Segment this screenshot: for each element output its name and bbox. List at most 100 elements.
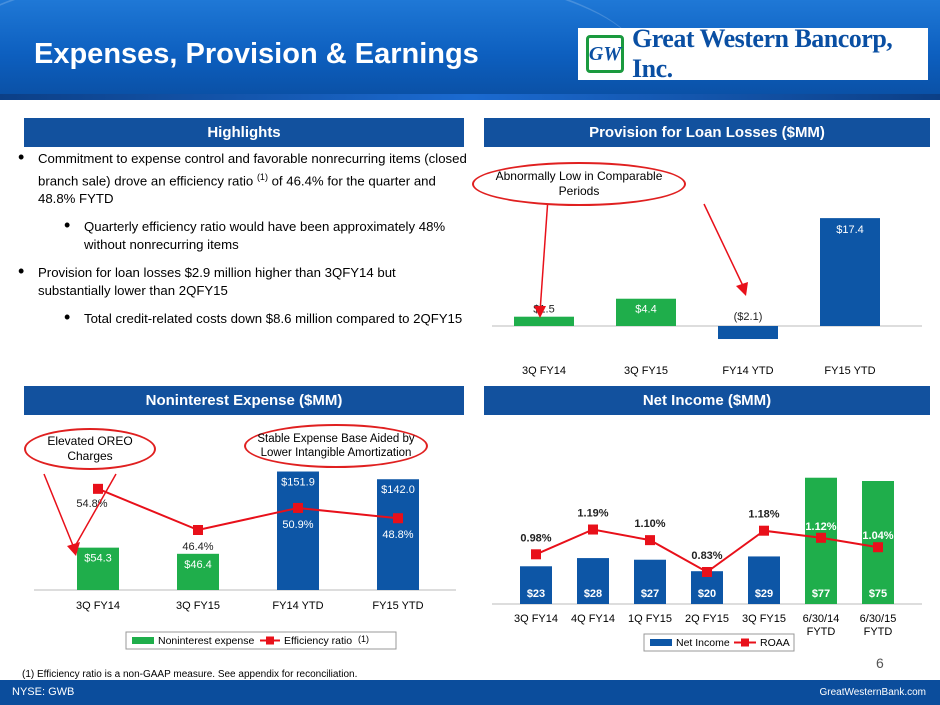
netinc-tick-label: 2Q FY15 bbox=[685, 613, 729, 625]
efficiency-value-label: 50.9% bbox=[282, 519, 313, 531]
efficiency-line bbox=[97, 487, 399, 532]
roaa-value-label: 0.83% bbox=[691, 550, 722, 562]
nonint-tick-label: FY15 YTD bbox=[372, 600, 423, 612]
nonint-bar bbox=[77, 547, 119, 590]
netinc-tick-label: 3Q FY14 bbox=[514, 613, 558, 625]
arrow-line bbox=[539, 197, 549, 313]
roaa-marker bbox=[531, 549, 541, 560]
roaa-marker bbox=[759, 525, 769, 536]
netinc-tick-label: 3Q FY15 bbox=[742, 613, 786, 625]
nonint-bar bbox=[177, 553, 219, 590]
logo-mark-icon: GW bbox=[586, 35, 624, 73]
arrow-line bbox=[73, 473, 117, 549]
legend-swatch-noninterest bbox=[132, 637, 154, 644]
nonint-tick-label: FY14 YTD bbox=[272, 600, 323, 612]
nonint-bar bbox=[277, 471, 319, 590]
arrow-head-icon bbox=[736, 282, 748, 296]
footnote: (1) Efficiency ratio is a non-GAAP measu… bbox=[22, 669, 358, 680]
page-title: Expenses, Provision & Earnings bbox=[34, 38, 479, 70]
legend-swatch-net-income bbox=[650, 639, 672, 646]
netinc-value-label: $27 bbox=[641, 588, 659, 600]
netinc-tick-label: 4Q FY14 bbox=[571, 613, 615, 625]
bullet-efficiency: Commitment to expense control and favora… bbox=[18, 148, 468, 208]
netinc-value-label: $29 bbox=[755, 588, 773, 600]
netinc-value-label: $20 bbox=[698, 588, 716, 600]
legend-label-roaa: ROAA bbox=[760, 637, 790, 649]
header-banner: Expenses, Provision & Earnings GW Great … bbox=[0, 0, 940, 100]
roaa-marker bbox=[702, 567, 712, 577]
netinc-bar bbox=[748, 556, 780, 604]
netinc-value-label: $75 bbox=[869, 588, 887, 600]
bullet-provision: Provision for loan losses $2.9 million h… bbox=[18, 262, 468, 300]
provision-tick-label: 3Q FY14 bbox=[522, 365, 566, 377]
section-provision: Provision for Loan Losses ($MM) bbox=[484, 118, 930, 147]
netinc-bar bbox=[577, 558, 609, 604]
roaa-value-label: 1.12% bbox=[805, 521, 836, 533]
efficiency-value-label: 46.4% bbox=[182, 541, 213, 553]
noninterest-chart: $54.3 3Q FY14 $46.4 3Q FY15 $151.9 FY14 YTD $1… bbox=[34, 471, 456, 650]
netinc-legend bbox=[643, 633, 795, 652]
logo-text: Great Western Bancorp, Inc. bbox=[632, 24, 893, 83]
section-net-income: Net Income ($MM) bbox=[484, 386, 930, 415]
netinc-bar bbox=[634, 559, 666, 604]
roaa-value-label: 0.98% bbox=[520, 532, 551, 544]
roaa-marker bbox=[816, 532, 826, 543]
section-noninterest: Noninterest Expense ($MM) bbox=[24, 386, 464, 415]
highlights-list: Commitment to expense control and favora… bbox=[18, 148, 468, 338]
efficiency-value-label: 48.8% bbox=[382, 529, 413, 541]
page-number: 6 bbox=[876, 655, 884, 671]
legend-label-net-income: Net Income bbox=[676, 637, 730, 649]
callout-stable-expense: Stable Expense Base Aided by Lower Intan… bbox=[244, 424, 428, 468]
nonint-value-label: $54.3 bbox=[84, 553, 112, 565]
netinc-value-label: $23 bbox=[527, 588, 545, 600]
bullet-efficiency-sub: Quarterly efficiency ratio would have be… bbox=[18, 216, 468, 254]
netinc-tick-label: FYTD bbox=[864, 626, 893, 638]
callout-oreo: Elevated OREO Charges bbox=[24, 428, 156, 470]
roaa-marker bbox=[873, 542, 883, 553]
bullet-credit-costs: Total credit-related costs down $8.6 mil… bbox=[18, 308, 468, 328]
callout-abnormally-low: Abnormally Low in Comparable Periods bbox=[472, 162, 686, 206]
company-logo: GW Great Western Bancorp, Inc. bbox=[578, 24, 928, 83]
provision-bar bbox=[514, 316, 574, 326]
provision-bar bbox=[616, 298, 676, 326]
nonint-value-label: $151.9 bbox=[281, 477, 315, 489]
provision-value-label: $17.4 bbox=[836, 224, 864, 236]
net-income-chart: $23 3Q FY14 $28 4Q FY14 $27 1Q FY15 $20 2Q FY15… bbox=[492, 477, 922, 652]
provision-bar bbox=[718, 326, 778, 340]
roaa-value-label: 1.04% bbox=[862, 530, 893, 542]
legend-marker-efficiency bbox=[266, 636, 274, 645]
nonint-tick-label: 3Q FY14 bbox=[76, 600, 120, 612]
footer-ticker: NYSE: GWB bbox=[12, 686, 75, 698]
netinc-value-label: $28 bbox=[584, 588, 602, 600]
provision-value-label: ($2.1) bbox=[734, 311, 763, 323]
roaa-marker bbox=[588, 524, 598, 535]
nonint-tick-label: 3Q FY15 bbox=[176, 600, 220, 612]
provision-tick-label: 3Q FY15 bbox=[624, 365, 668, 377]
legend-label-noninterest: Noninterest expense bbox=[158, 635, 254, 647]
netinc-value-label: $77 bbox=[812, 588, 830, 600]
arrow-head-icon bbox=[534, 306, 546, 318]
netinc-tick-label: 6/30/15 bbox=[860, 613, 897, 625]
legend-label-efficiency: Efficiency ratio bbox=[284, 635, 352, 647]
nonint-value-label: $46.4 bbox=[184, 559, 212, 571]
legend-marker-roaa bbox=[741, 638, 749, 647]
roaa-value-label: 1.18% bbox=[748, 509, 779, 521]
netinc-tick-label: 6/30/14 bbox=[803, 613, 840, 625]
roaa-marker bbox=[645, 535, 655, 546]
arrow-line bbox=[703, 203, 745, 289]
section-highlights: Highlights bbox=[24, 118, 464, 147]
roaa-value-label: 1.10% bbox=[634, 518, 665, 530]
provision-chart: $1.53Q FY14$4.43Q FY15($2.1)FY14 YTD$17.… bbox=[492, 197, 922, 377]
arrow-line bbox=[43, 473, 75, 549]
nonint-bar bbox=[377, 479, 419, 590]
efficiency-value-label: 54.8% bbox=[76, 498, 107, 510]
footer-website: GreatWesternBank.com bbox=[819, 687, 926, 698]
efficiency-marker bbox=[93, 483, 103, 494]
netinc-tick-label: FYTD bbox=[807, 626, 836, 638]
provision-bar bbox=[820, 218, 880, 326]
provision-value-label: $4.4 bbox=[635, 304, 656, 316]
netinc-tick-label: 1Q FY15 bbox=[628, 613, 672, 625]
netinc-bar bbox=[520, 566, 552, 604]
footer-bar: NYSE: GWB GreatWesternBank.com bbox=[0, 680, 940, 705]
provision-tick-label: FY15 YTD bbox=[824, 365, 875, 377]
